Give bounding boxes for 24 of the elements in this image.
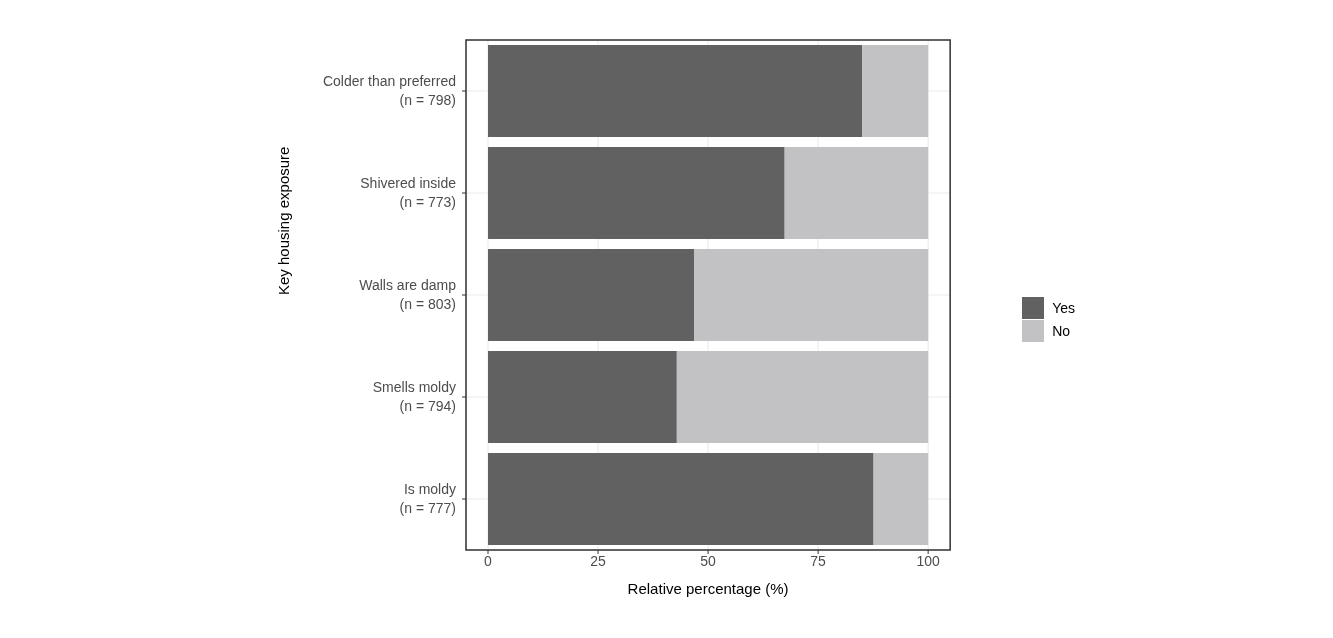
bar xyxy=(488,249,694,342)
legend-label: No xyxy=(1052,322,1071,339)
bar xyxy=(676,351,929,444)
bar xyxy=(488,453,874,546)
y-tick-label: Is moldy (n = 777) xyxy=(399,481,456,516)
x-tick-label: 75 xyxy=(810,552,827,569)
y-tick-label: Colder than preferred (n = 798) xyxy=(322,73,456,108)
bar xyxy=(862,45,929,138)
bar xyxy=(488,45,863,138)
y-tick-label: Shivered inside (n = 773) xyxy=(360,175,457,210)
x-tick-label: 0 xyxy=(484,552,493,569)
bar xyxy=(693,249,929,342)
x-tick-label: 25 xyxy=(590,552,607,569)
y-axis-title: Key housing exposure xyxy=(275,146,293,295)
y-tick-label: Smells moldy (n = 794) xyxy=(372,379,456,414)
bar xyxy=(784,147,929,240)
legend-label: Yes xyxy=(1052,299,1075,316)
bar xyxy=(488,147,785,240)
x-axis-title: Relative percentage (%) xyxy=(627,580,789,597)
x-tick-label: 100 xyxy=(916,552,941,569)
y-tick-label: Walls are damp (n = 803) xyxy=(359,277,457,312)
x-tick-label: 50 xyxy=(700,552,717,569)
bar xyxy=(488,351,677,444)
bar xyxy=(873,453,929,546)
